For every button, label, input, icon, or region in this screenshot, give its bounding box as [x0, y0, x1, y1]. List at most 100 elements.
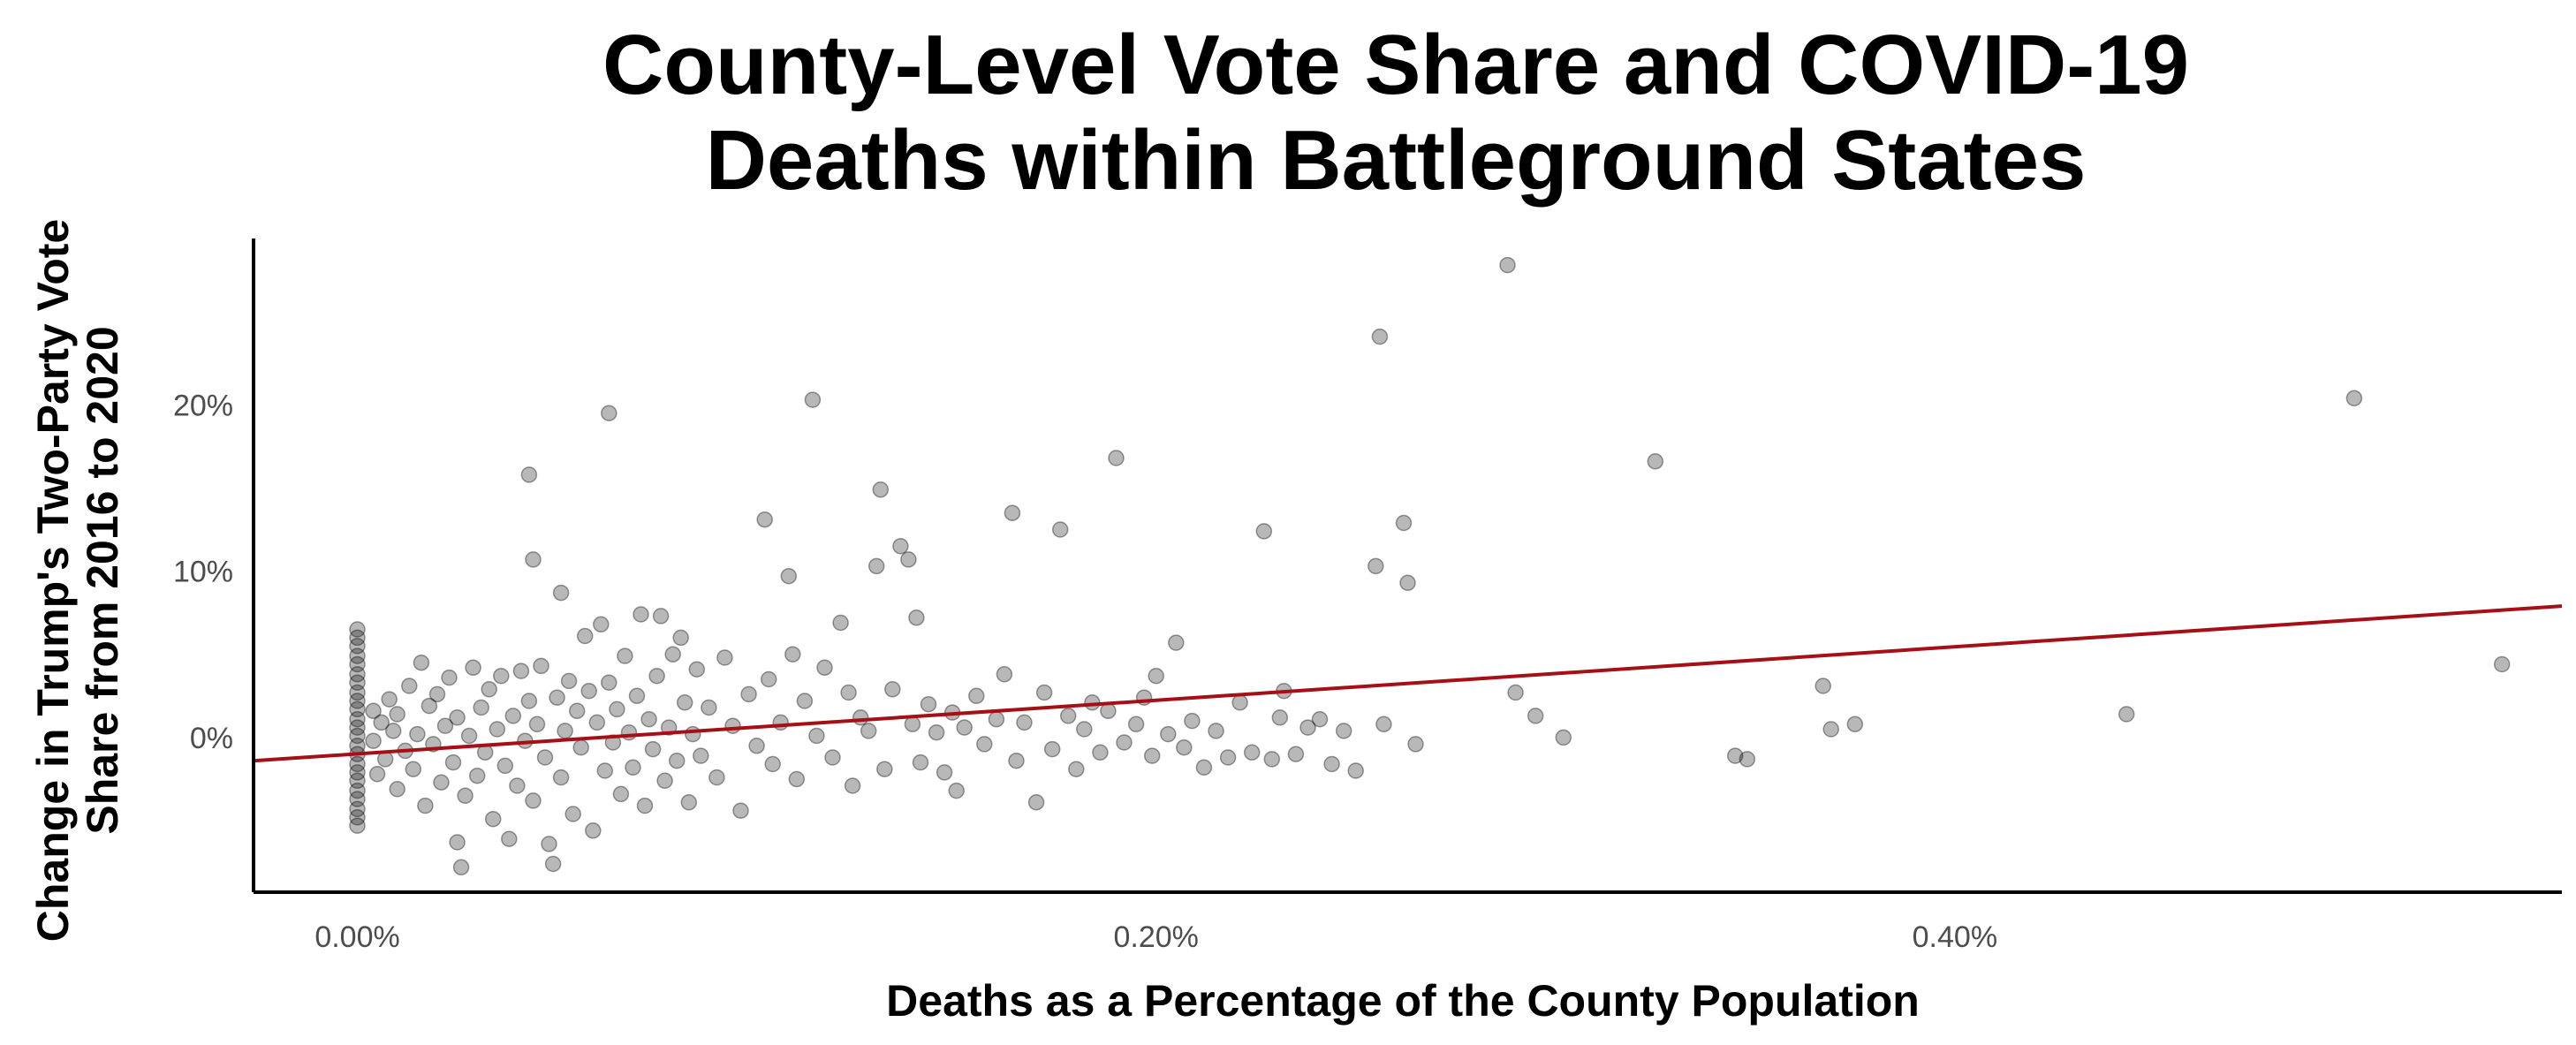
- data-point: [1035, 684, 1053, 701]
- data-point: [740, 685, 757, 703]
- data-point: [1739, 751, 1756, 768]
- data-point: [349, 719, 366, 736]
- data-point: [1100, 702, 1117, 720]
- data-point: [1219, 749, 1237, 766]
- data-point: [449, 834, 466, 851]
- data-point: [644, 740, 662, 758]
- data-point: [349, 666, 366, 683]
- data-point: [1399, 574, 1416, 592]
- data-point: [533, 657, 549, 675]
- data-point: [936, 764, 953, 781]
- data-point: [764, 755, 781, 773]
- data-point: [520, 466, 538, 483]
- data-point: [349, 809, 366, 826]
- data-point: [1068, 761, 1085, 777]
- y-axis-title-line-2: Share from 2016 to 2020: [78, 326, 127, 834]
- data-point: [1148, 667, 1164, 685]
- data-point: [417, 797, 434, 814]
- data-point: [900, 551, 917, 568]
- data-point: [460, 727, 478, 745]
- data-point: [349, 791, 366, 807]
- data-point: [557, 723, 573, 739]
- data-point: [1231, 694, 1248, 711]
- data-point: [948, 782, 965, 799]
- data-point: [349, 710, 366, 728]
- points-layer: [349, 256, 2511, 876]
- data-point: [956, 719, 973, 736]
- data-point: [1016, 714, 1033, 731]
- data-point: [1507, 684, 1524, 701]
- data-point: [892, 538, 909, 555]
- chart-title-line-2: Deaths within Battleground States: [705, 113, 2087, 208]
- data-point: [473, 699, 489, 716]
- data-point: [732, 802, 749, 819]
- data-point: [468, 767, 486, 784]
- data-point: [409, 725, 426, 743]
- data-point: [872, 481, 890, 498]
- data-point: [568, 702, 586, 720]
- data-point: [904, 716, 921, 733]
- data-point: [560, 672, 578, 690]
- data-point: [428, 685, 446, 703]
- data-point: [1008, 752, 1025, 769]
- data-point: [504, 708, 522, 724]
- data-point: [373, 714, 390, 731]
- data-point: [1160, 725, 1177, 743]
- data-point: [672, 629, 689, 647]
- data-point: [844, 777, 861, 794]
- data-point: [1499, 256, 1516, 274]
- data-point: [1143, 747, 1161, 764]
- data-point: [512, 663, 530, 679]
- data-point: [433, 774, 450, 791]
- data-point: [528, 716, 546, 733]
- data-point: [496, 757, 514, 775]
- data-point: [1846, 716, 1864, 733]
- data-point: [1335, 723, 1352, 739]
- data-point: [996, 666, 1013, 683]
- data-point: [609, 700, 625, 718]
- data-point: [401, 678, 418, 694]
- data-point: [680, 794, 698, 811]
- data-point: [349, 817, 366, 834]
- data-point: [1407, 736, 1424, 753]
- data-point: [693, 747, 709, 764]
- data-point: [1108, 450, 1125, 466]
- data-point: [349, 647, 366, 664]
- data-point: [648, 667, 665, 685]
- data-point: [349, 727, 366, 745]
- data-point: [1347, 762, 1364, 779]
- data-point: [612, 785, 630, 803]
- data-point: [593, 616, 610, 633]
- data-point: [664, 646, 681, 663]
- data-point: [444, 753, 462, 771]
- data-point: [572, 738, 589, 756]
- data-point: [349, 674, 366, 691]
- chart-title-line-1: County-Level Vote Share and COVID-19: [602, 18, 2189, 112]
- data-point: [552, 584, 570, 602]
- data-point: [509, 777, 526, 794]
- data-point: [349, 629, 366, 647]
- x-axis-title: Deaths as a Percentage of the County Pop…: [886, 976, 1920, 1026]
- data-point: [920, 695, 937, 713]
- data-point: [780, 567, 798, 585]
- data-point: [1395, 514, 1413, 532]
- data-point: [860, 723, 877, 739]
- data-point: [1263, 751, 1281, 768]
- data-point: [1092, 744, 1109, 761]
- data-point: [1815, 678, 1831, 694]
- data-point: [596, 762, 614, 779]
- data-point: [676, 694, 693, 711]
- x-tick-label: 0.20%: [1113, 920, 1198, 954]
- data-point: [436, 717, 454, 734]
- data-point: [633, 606, 649, 623]
- data-point: [685, 725, 701, 743]
- data-point: [788, 770, 806, 788]
- data-point: [349, 782, 366, 799]
- data-point: [349, 684, 366, 701]
- data-point: [1195, 759, 1213, 776]
- data-point: [2345, 390, 2363, 407]
- data-point: [1208, 723, 1224, 739]
- data-point: [968, 687, 985, 705]
- data-point: [884, 681, 901, 698]
